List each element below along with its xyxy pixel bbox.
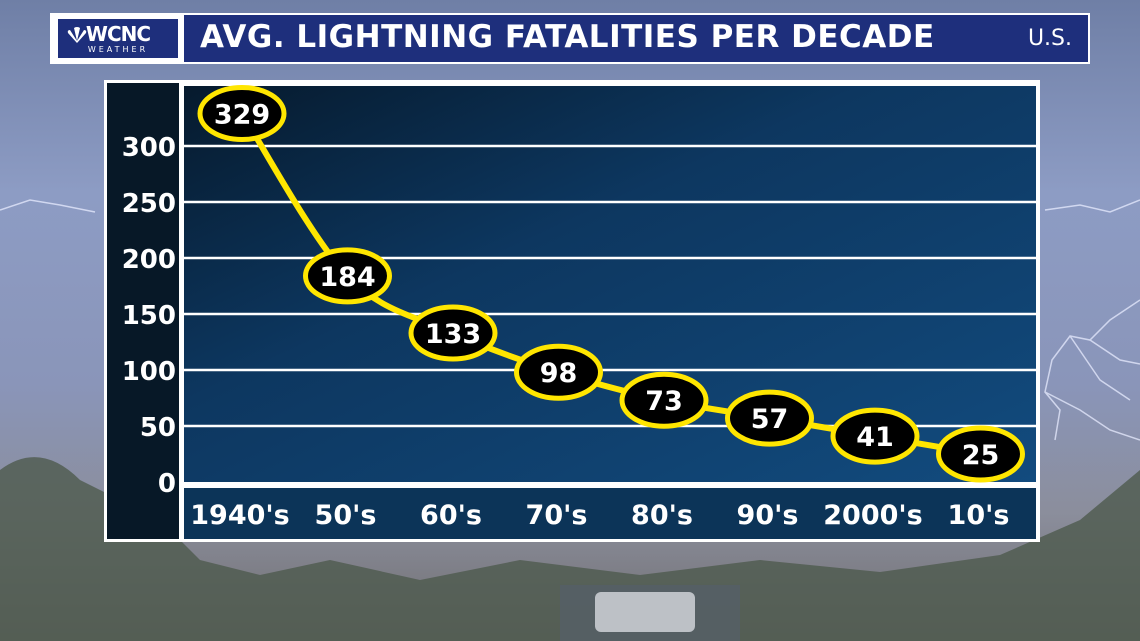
- x-tick-label: 10's: [948, 500, 1010, 531]
- data-point-marker: [936, 425, 1025, 483]
- x-axis-panel: [184, 488, 1036, 539]
- trees-silhouette: [0, 457, 1140, 641]
- data-label: 73: [645, 386, 683, 417]
- x-tick-label: 80's: [631, 500, 693, 531]
- data-point-marker: [197, 85, 287, 143]
- data-label: 25: [962, 440, 1000, 471]
- data-points: 329 184 133 98 73 57 41 25: [197, 85, 1025, 483]
- data-point-marker: [514, 343, 603, 401]
- y-tick-label: 200: [122, 245, 176, 275]
- chart-title: AVG. LIGHTNING FATALITIES PER DECADE: [200, 19, 935, 55]
- data-label: 133: [425, 319, 481, 350]
- logo-inner: WCNC WEATHER: [58, 19, 178, 58]
- data-point-marker: [725, 389, 814, 447]
- data-label: 98: [540, 358, 578, 389]
- y-tick-label: 250: [122, 189, 176, 219]
- peacock-icon: [67, 27, 87, 43]
- y-tick-label: 100: [122, 357, 176, 387]
- x-tick-label: 50's: [315, 500, 377, 531]
- data-label: 184: [319, 262, 375, 293]
- data-point-marker: [408, 304, 498, 362]
- y-tick-label: 300: [122, 133, 176, 163]
- y-axis-ticks: 0 50 100 150 200 250 300: [122, 133, 176, 499]
- data-label: 329: [214, 100, 270, 131]
- wcnc-logo: WCNC WEATHER: [52, 15, 184, 62]
- logo-subtext: WEATHER: [87, 45, 149, 54]
- x-tick-label: 2000's: [823, 500, 922, 531]
- x-axis-ticks: 1940's 50's 60's 70's 80's 90's 2000's 10's: [190, 500, 1009, 531]
- x-tick-label: 70's: [526, 500, 588, 531]
- region-label: U.S.: [1027, 26, 1072, 51]
- lightning-bolts-decoration: [0, 199, 1140, 441]
- x-tick-label: 1940's: [190, 500, 289, 531]
- data-point-marker: [830, 407, 920, 465]
- y-tick-label: 150: [122, 301, 176, 331]
- logo-text: WCNC: [85, 22, 151, 46]
- data-label: 41: [856, 422, 894, 453]
- data-point-marker: [303, 247, 392, 305]
- title-bar: WCNC WEATHER AVG. LIGHTNING FATALITIES P…: [50, 13, 1090, 64]
- y-tick-label: 0: [158, 469, 176, 499]
- y-tick-label: 50: [140, 413, 176, 443]
- data-point-marker: [619, 371, 709, 429]
- x-tick-label: 90's: [737, 500, 799, 531]
- y-axis-panel: [107, 83, 179, 539]
- data-label: 57: [751, 404, 789, 435]
- x-tick-label: 60's: [420, 500, 482, 531]
